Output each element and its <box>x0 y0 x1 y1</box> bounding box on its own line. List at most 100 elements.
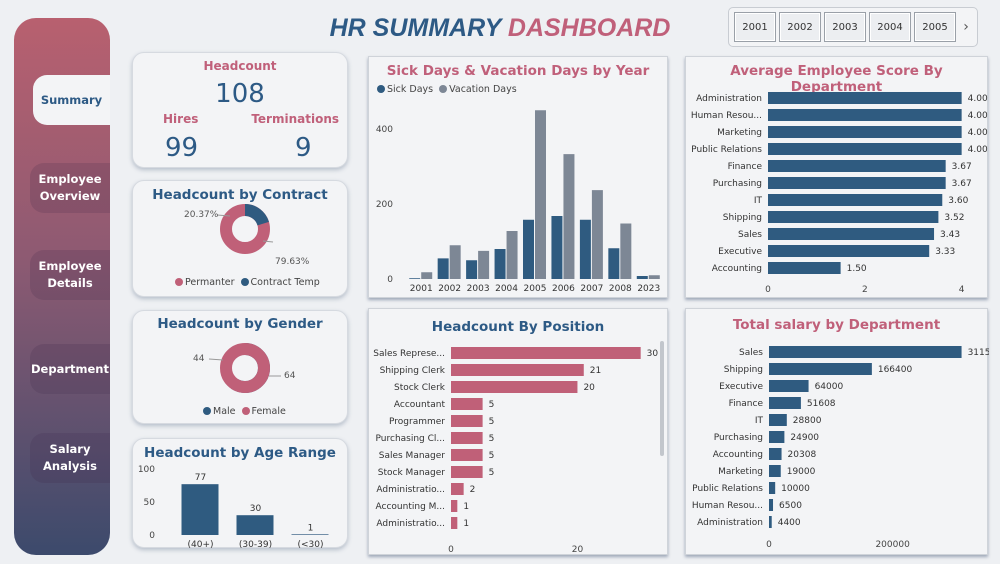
category-label: Purchasing <box>713 179 762 189</box>
data-label: 1 <box>463 519 469 529</box>
year-button[interactable]: 2001 <box>734 12 776 42</box>
year-button[interactable]: 2002 <box>779 12 821 42</box>
data-label: 6500 <box>779 501 802 511</box>
data-label: 64000 <box>815 382 844 392</box>
legend-label: Vacation Days <box>449 84 517 95</box>
x-tick-label: 0 <box>766 540 772 550</box>
category-label: Human Resou... <box>691 111 762 121</box>
bar <box>769 499 774 511</box>
category-label: Shipping <box>724 365 763 375</box>
category-label: Finance <box>729 399 764 409</box>
nav-item-employee-details[interactable]: Employee Details <box>30 250 110 300</box>
days-chart: 0 200 400 2001 2002 2003 2004 2005 2006 2007 2008 2… <box>376 110 660 294</box>
category-label: Accounting <box>713 450 763 460</box>
data-label: 3.43 <box>940 230 960 240</box>
category-label: Finance <box>728 162 763 172</box>
category-label: Public Relations <box>692 484 763 494</box>
bar <box>563 154 575 279</box>
category-label: Accounting M... <box>376 502 445 512</box>
bar <box>451 415 483 427</box>
x-tick-label: 2007 <box>580 284 603 294</box>
temp-pct-label: 20.37% <box>184 210 219 220</box>
legend-item: Male <box>203 406 236 417</box>
x-tick-label: 2005 <box>524 284 547 294</box>
x-tick-label: 0 <box>765 285 771 295</box>
legend-label: Sick Days <box>387 84 434 95</box>
bar <box>181 484 219 535</box>
data-label: 1 <box>308 523 314 533</box>
bar <box>648 275 660 279</box>
bar <box>769 465 781 477</box>
nav-item-employee-overview[interactable]: Employee Overview <box>30 163 110 213</box>
kpi-card: Headcount 108 Hires 99 Terminations 9 <box>132 52 348 168</box>
title-part1: HR SUMMARY <box>329 14 501 42</box>
bar <box>768 262 841 274</box>
bar <box>451 432 483 444</box>
legend-label: Contract Temp <box>250 277 320 288</box>
category-label: Stock Manager <box>378 468 446 478</box>
score-title: Average Employee Score By Department <box>730 63 943 95</box>
data-label: 4400 <box>778 518 801 528</box>
nav-item-department[interactable]: Department <box>30 344 110 394</box>
year-button[interactable]: 2005 <box>914 12 956 42</box>
category-label: Accountant <box>394 400 446 410</box>
legend-item: Vacation Days <box>439 84 517 95</box>
year-button[interactable]: 2003 <box>824 12 866 42</box>
leader-line <box>208 358 224 361</box>
contract-title: Headcount by Contract <box>152 187 328 203</box>
scrollbar[interactable] <box>660 341 664 456</box>
category-label: Programmer <box>389 417 445 427</box>
y-tick-label: 0 <box>387 275 393 285</box>
x-tick-label: 2001 <box>410 284 433 294</box>
leader-line <box>262 240 274 243</box>
data-label: 30 <box>250 504 262 514</box>
data-label: 1.50 <box>847 264 867 274</box>
hires-value: 99 <box>165 133 199 163</box>
bar <box>478 250 490 279</box>
data-label: 5 <box>489 417 495 427</box>
year-button[interactable]: 2004 <box>869 12 911 42</box>
age-chart: 0 50 100 77 (40+) 30 (30-39) 1 (<30) <box>138 465 329 549</box>
x-tick-label: 4 <box>959 285 965 295</box>
nav-item-salary-analysis[interactable]: Salary Analysis <box>30 433 110 483</box>
category-label: IT <box>755 416 764 426</box>
data-label: 3.52 <box>944 213 964 223</box>
x-tick-label: 2003 <box>467 284 490 294</box>
legend-item: Permanter <box>175 277 235 288</box>
category-label: Public Relations <box>691 145 762 155</box>
terminations-label: Terminations <box>251 112 339 126</box>
bar <box>449 245 461 279</box>
legend-label: Male <box>213 406 236 417</box>
bar <box>523 219 534 279</box>
category-label: Stock Clerk <box>394 383 446 393</box>
female-count-label: 44 <box>193 354 205 364</box>
bar <box>451 347 641 359</box>
data-label: 1 <box>463 502 469 512</box>
x-tick-label: 2 <box>862 285 868 295</box>
legend-item: Female <box>241 406 286 417</box>
contract-donut <box>216 204 274 254</box>
chevron-right-icon[interactable]: › <box>963 19 969 35</box>
nav-item-summary[interactable]: Summary <box>33 75 110 125</box>
y-tick-label: 100 <box>138 465 155 475</box>
headcount-value: 108 <box>215 79 265 109</box>
bar <box>451 381 578 393</box>
data-label: 10000 <box>781 484 810 494</box>
category-label: Marketing <box>717 128 762 138</box>
days-panel: Sick Days & Vacation Days by Year Sick D… <box>368 56 668 298</box>
x-tick-label: (40+) <box>187 540 213 549</box>
position-title: Headcount By Position <box>431 319 605 335</box>
data-label: 77 <box>195 473 206 483</box>
x-tick-label: 2008 <box>609 284 632 294</box>
salary-panel: Total salary by Department Sales 311500 Sh… <box>685 308 989 555</box>
data-label: 5 <box>489 451 495 461</box>
days-legend: Sick Days Vacation Days <box>377 84 517 95</box>
y-tick-label: 400 <box>376 125 393 135</box>
bar <box>768 245 930 257</box>
category-label: Executive <box>719 382 763 392</box>
y-tick-label: 0 <box>149 531 155 541</box>
bar <box>620 223 632 279</box>
bar <box>768 228 935 240</box>
data-label: 3.60 <box>948 196 968 206</box>
bar <box>466 260 478 279</box>
